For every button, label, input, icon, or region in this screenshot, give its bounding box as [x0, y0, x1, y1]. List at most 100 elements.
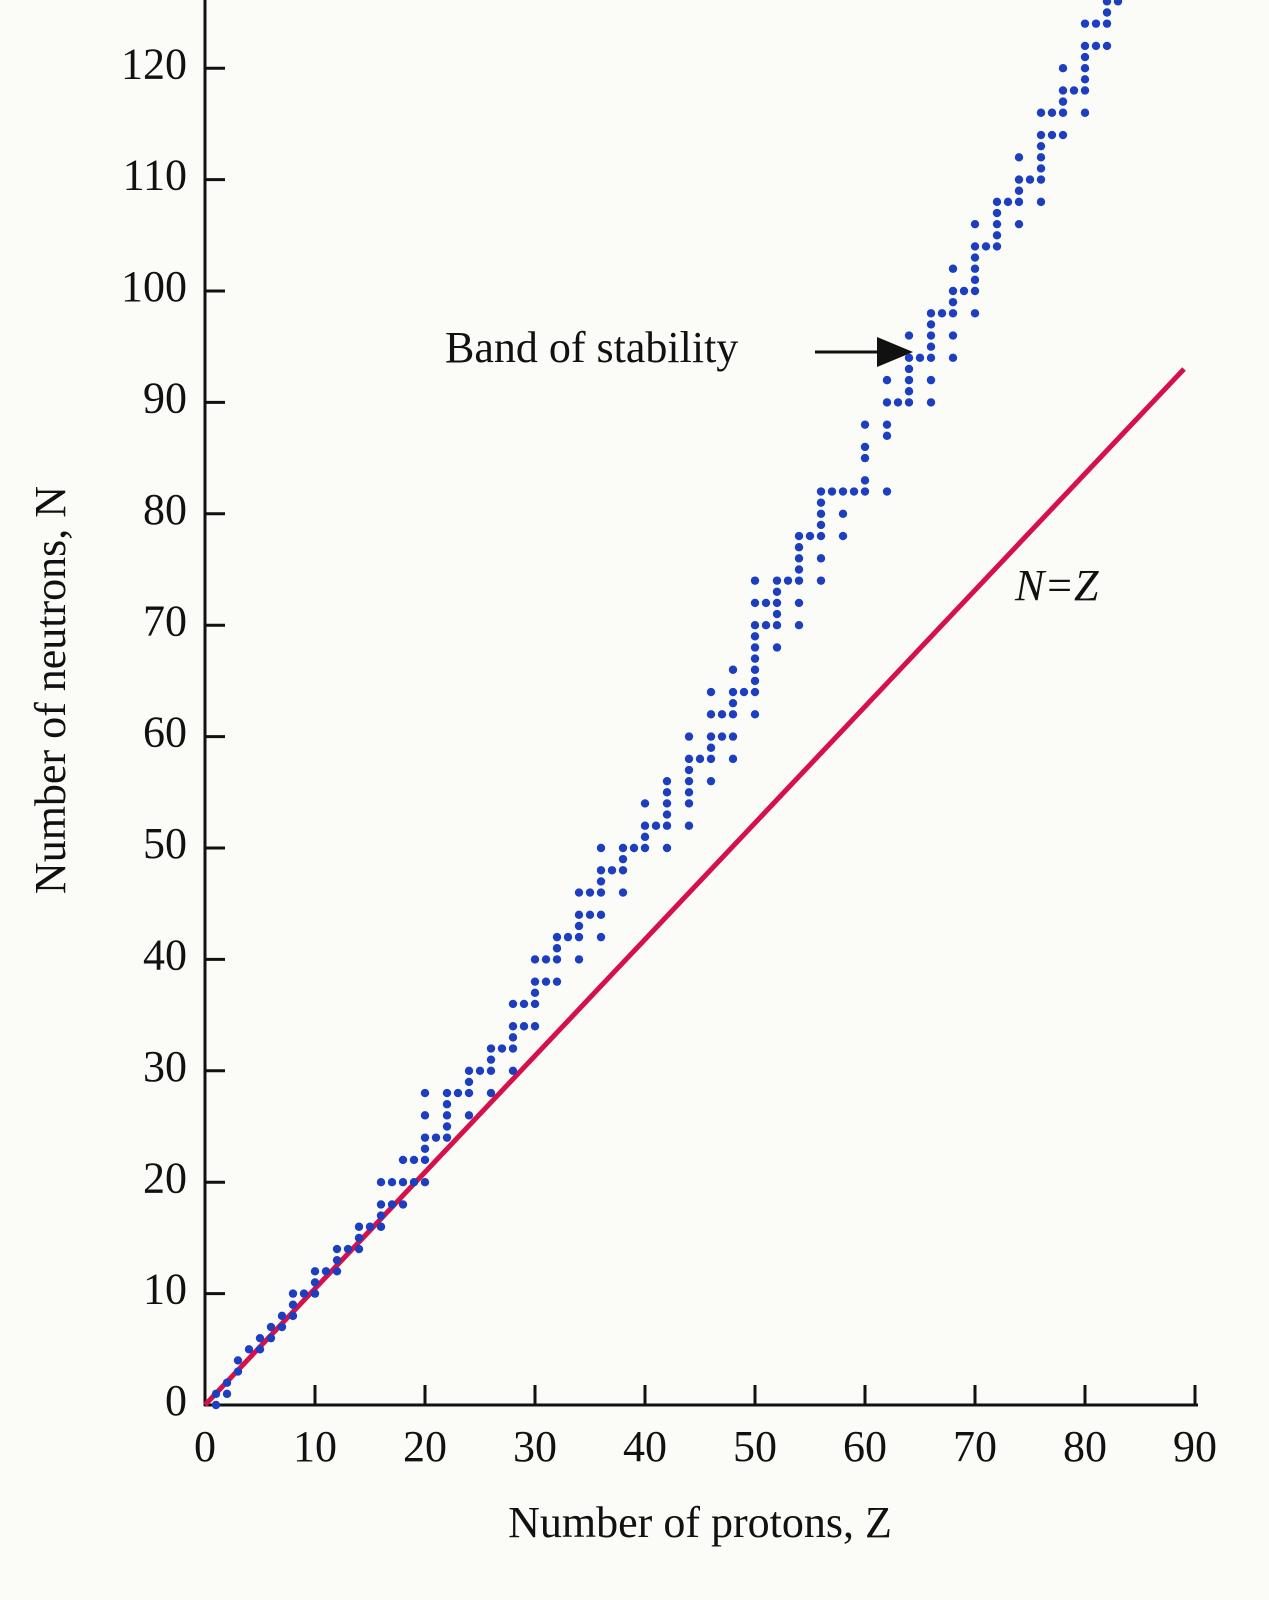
data-point: [904, 398, 914, 407]
data-point: [959, 286, 969, 296]
data-point: [948, 353, 958, 363]
data-point: [1047, 108, 1057, 117]
data-point: [497, 1044, 507, 1053]
data-point: [904, 364, 914, 374]
data-point: [750, 632, 760, 641]
y-tick-label: 50: [143, 819, 187, 868]
data-point: [926, 353, 936, 363]
x-tick-label: 30: [513, 1422, 557, 1471]
data-point: [651, 821, 661, 830]
data-point: [794, 554, 804, 563]
data-point: [992, 219, 1002, 229]
data-point: [662, 799, 672, 808]
data-point: [442, 1088, 452, 1098]
data-point: [1058, 108, 1068, 117]
data-point: [893, 398, 903, 407]
data-point: [409, 1155, 419, 1165]
data-point: [464, 1077, 474, 1087]
data-point: [728, 732, 738, 741]
data-point: [816, 554, 826, 563]
data-point: [992, 231, 1002, 240]
y-tick-label: 20: [143, 1153, 187, 1202]
data-point: [816, 487, 826, 496]
data-point: [860, 453, 870, 463]
data-point: [508, 1044, 518, 1053]
data-point: [574, 921, 584, 931]
data-point: [904, 375, 914, 385]
data-point: [970, 219, 980, 229]
x-tick-label: 50: [733, 1422, 777, 1471]
data-point: [948, 297, 958, 307]
data-point: [442, 1100, 452, 1109]
data-point: [838, 509, 848, 518]
data-point: [233, 1356, 243, 1365]
data-point: [288, 1311, 298, 1321]
data-point: [255, 1333, 265, 1343]
data-point: [739, 687, 749, 697]
y-tick-label: 70: [143, 596, 187, 645]
data-point: [299, 1289, 309, 1298]
data-point: [530, 988, 540, 998]
y-tick-label: 0: [165, 1376, 187, 1425]
data-point: [816, 509, 826, 518]
data-point: [607, 866, 617, 875]
data-point: [277, 1322, 287, 1332]
y-tick-label: 30: [143, 1042, 187, 1091]
data-point: [1025, 175, 1035, 184]
data-point: [431, 1133, 441, 1142]
data-point: [706, 776, 716, 786]
data-point: [464, 1066, 474, 1076]
data-point: [717, 710, 727, 719]
data-point: [794, 543, 804, 552]
x-tick-label: 10: [293, 1422, 337, 1471]
data-point: [1014, 197, 1024, 207]
data-point: [508, 1022, 518, 1031]
data-point: [1102, 19, 1112, 28]
data-point: [1080, 108, 1090, 117]
data-point: [794, 565, 804, 574]
data-point: [596, 877, 606, 886]
y-axis-label: Number of neutrons, N: [26, 486, 75, 894]
data-point: [1036, 141, 1046, 151]
data-point: [860, 487, 870, 496]
data-point: [552, 977, 562, 986]
data-point: [1080, 86, 1090, 95]
data-point: [684, 754, 694, 764]
y-tick-label: 10: [143, 1265, 187, 1314]
data-point: [882, 420, 892, 429]
data-point: [915, 353, 925, 363]
data-point: [772, 576, 782, 585]
data-point: [926, 375, 936, 385]
data-point: [1058, 130, 1068, 140]
data-point: [211, 1400, 221, 1410]
data-point: [794, 598, 804, 608]
data-point: [398, 1178, 408, 1187]
data-point: [222, 1378, 232, 1387]
data-point: [992, 242, 1002, 251]
data-point: [354, 1222, 364, 1231]
data-point: [618, 843, 628, 853]
data-point: [376, 1222, 386, 1231]
data-point: [255, 1345, 265, 1354]
data-point: [310, 1289, 320, 1298]
data-point: [420, 1088, 430, 1098]
data-point: [805, 531, 815, 541]
data-point: [750, 576, 760, 585]
data-point: [1069, 86, 1079, 95]
data-point: [618, 888, 628, 897]
data-point: [398, 1155, 408, 1165]
data-point: [1036, 197, 1046, 207]
data-point: [552, 944, 562, 953]
data-point: [926, 398, 936, 407]
data-point: [486, 1044, 496, 1053]
data-point: [926, 309, 936, 318]
data-point: [816, 576, 826, 585]
y-tick-label: 120: [121, 39, 187, 88]
data-point: [486, 1055, 496, 1064]
annotation: Band of stability: [445, 323, 738, 372]
x-tick-label: 80: [1063, 1422, 1107, 1471]
x-tick-label: 90: [1173, 1422, 1217, 1471]
data-point: [728, 754, 738, 764]
data-point: [772, 609, 782, 619]
